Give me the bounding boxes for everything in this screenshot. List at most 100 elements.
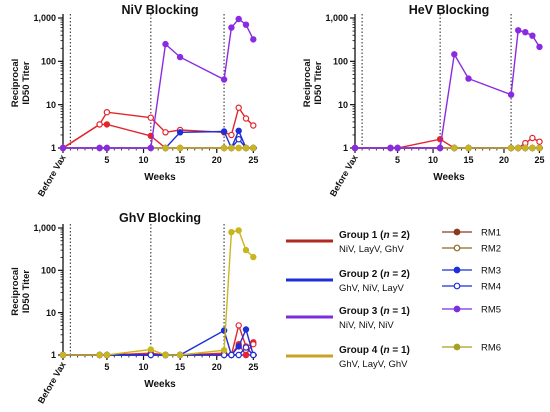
data-point-rm5: [250, 36, 257, 43]
data-point-rm2: [536, 138, 543, 145]
y-axis-label: ReciprocalID50 Titer: [302, 59, 324, 108]
x-tick-label: 20: [212, 155, 222, 165]
y-axis-label: ReciprocalID50 Titer: [10, 59, 32, 108]
legend-group-count: = 2): [390, 269, 410, 280]
data-point-rm6: [235, 144, 242, 152]
chart-title: GhV Blocking: [119, 211, 201, 225]
data-point-rm5: [507, 91, 515, 98]
data-point-rm5: [351, 144, 359, 152]
data-point-rm2: [147, 114, 154, 121]
y-axis-label-line: ID50 Titer: [313, 61, 324, 104]
data-point-rm5: [387, 144, 394, 152]
y-tick-label: 10: [338, 100, 348, 110]
data-point-rm6: [529, 144, 536, 152]
legend-animal-marker: [453, 343, 461, 351]
data-point-rm2: [250, 122, 257, 129]
data-point-rm2: [242, 115, 250, 122]
x-tick-label: 15: [175, 155, 185, 165]
data-point-rm2: [96, 121, 103, 128]
series-line-rm6: [63, 229, 254, 356]
data-point-rm3: [235, 343, 242, 350]
legend-animal-marker: [453, 244, 461, 252]
legend-group-label: Group 1 (n = 2): [339, 230, 410, 241]
data-point-rm5: [451, 51, 458, 58]
data-point-rm6: [250, 253, 257, 261]
data-point-rm5: [436, 144, 444, 152]
legend-animal-label: RM6: [481, 343, 501, 354]
y-axis-label-line: ID50 Titer: [21, 61, 32, 104]
x-tick-label: 20: [499, 155, 509, 165]
legend-group-n: n: [383, 306, 389, 317]
data-point-rm5: [220, 76, 228, 83]
data-point-rm5: [235, 15, 242, 23]
y-axis-label-line: Reciprocal: [10, 59, 21, 108]
data-point-rm2: [235, 104, 242, 111]
chart-panel-0: NiV Blocking ReciprocalID50 Titer 1 10 100 1,…: [10, 3, 258, 198]
chart-title: NiV Blocking: [121, 3, 198, 17]
legend-animal-label: RM2: [481, 244, 501, 255]
y-tick-label: 100: [41, 57, 56, 67]
legend-group-subtitle: GhV, NiV, LayV: [339, 283, 404, 294]
data-point-rm6: [176, 144, 184, 152]
data-point-rm6: [59, 351, 67, 359]
x-axis-label: Weeks: [144, 172, 176, 183]
data-point-rm5: [515, 27, 522, 34]
legend-animal-label: RM5: [481, 305, 501, 316]
data-point-rm6: [220, 347, 228, 354]
x-tick-label: 10: [139, 155, 149, 165]
data-point-rm5: [176, 53, 184, 61]
data-point-rm5: [162, 40, 169, 48]
data-point-rm1: [242, 351, 250, 359]
x-tick-label: 20: [212, 362, 222, 372]
y-tick-label: 1,000: [33, 223, 56, 233]
data-point-rm5: [228, 24, 235, 31]
data-point-rm2: [228, 131, 235, 139]
data-point-rm6: [103, 351, 111, 359]
legend-group-subtitle: NiV, NiV, NiV: [339, 320, 394, 331]
legend-animal-marker: [453, 282, 461, 290]
y-tick-label: 10: [46, 308, 56, 318]
y-tick-label: 1: [343, 143, 348, 153]
data-point-rm3: [235, 127, 242, 134]
y-tick-label: 1: [51, 143, 56, 153]
chart-panel-1: HeV Blocking ReciprocalID50 Titer 1 10 100 1,…: [302, 3, 544, 198]
legend-group-text: Group 3 (: [339, 306, 384, 317]
data-point-rm6: [96, 351, 103, 359]
data-point-rm6: [242, 246, 250, 254]
data-point-rm2: [250, 341, 257, 348]
legend-group-text: Group 2 (: [339, 269, 384, 280]
data-point-rm6: [162, 144, 169, 152]
data-point-rm6: [536, 144, 543, 152]
x-tick-label: 5: [395, 155, 400, 165]
y-tick-label: 100: [41, 266, 56, 276]
data-point-rm3: [220, 128, 228, 135]
x-tick-label: 25: [248, 362, 258, 372]
series-line-rm5: [355, 29, 541, 149]
data-point-rm3: [242, 326, 250, 333]
legend-group-n: n: [383, 230, 389, 241]
data-point-rm5: [529, 32, 536, 39]
data-point-rm6: [522, 144, 529, 152]
data-point-rm5: [522, 29, 529, 36]
data-point-rm6: [176, 351, 184, 359]
legend-group-text: Group 4 (: [339, 345, 384, 356]
x-tick-label: Before Vax: [36, 153, 68, 198]
data-point-rm5: [103, 144, 111, 152]
x-axis-label: Weeks: [144, 379, 176, 390]
data-point-rm4: [228, 351, 235, 359]
data-point-rm6: [162, 351, 169, 359]
chart-title: HeV Blocking: [409, 3, 490, 17]
legend-group-count: = 2): [390, 230, 410, 241]
x-tick-label: Before Vax: [328, 153, 360, 198]
legend-group-n: n: [383, 269, 389, 280]
data-point-rm1: [103, 121, 111, 128]
x-tick-label: 25: [248, 155, 258, 165]
x-tick-label: 5: [104, 155, 109, 165]
x-tick-label: 5: [104, 362, 109, 372]
data-point-rm4: [250, 351, 257, 359]
x-axis-label: Weeks: [433, 172, 465, 183]
legend-animal-label: RM1: [481, 228, 501, 239]
data-point-rm4: [242, 344, 250, 351]
